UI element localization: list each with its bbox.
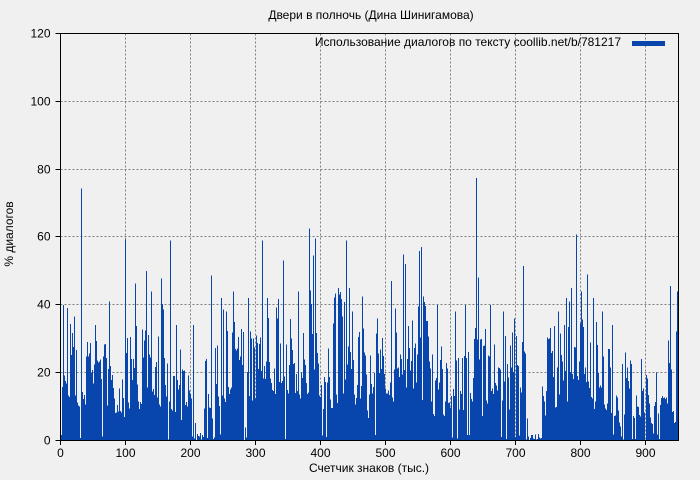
svg-text:Двери в полночь (Дина Шинигамо: Двери в полночь (Дина Шинигамова): [268, 8, 473, 22]
svg-text:80: 80: [37, 163, 51, 177]
svg-text:120: 120: [30, 27, 50, 41]
svg-text:60: 60: [37, 230, 51, 244]
svg-text:Счетчик знаков (тыс.): Счетчик знаков (тыс.): [309, 461, 429, 475]
svg-text:100: 100: [30, 95, 50, 109]
svg-text:0: 0: [57, 446, 64, 460]
svg-text:200: 200: [180, 446, 200, 460]
svg-text:Использование диалогов по текс: Использование диалогов по тексту coollib…: [315, 35, 621, 49]
svg-text:400: 400: [310, 446, 330, 460]
svg-text:20: 20: [37, 366, 51, 380]
svg-text:300: 300: [245, 446, 265, 460]
svg-text:500: 500: [375, 446, 395, 460]
svg-text:100: 100: [115, 446, 135, 460]
svg-text:0: 0: [44, 434, 51, 448]
svg-text:40: 40: [37, 298, 51, 312]
svg-text:600: 600: [440, 446, 460, 460]
svg-text:900: 900: [635, 446, 655, 460]
svg-text:700: 700: [505, 446, 525, 460]
svg-text:800: 800: [570, 446, 590, 460]
svg-text:% диалогов: % диалогов: [2, 201, 16, 266]
